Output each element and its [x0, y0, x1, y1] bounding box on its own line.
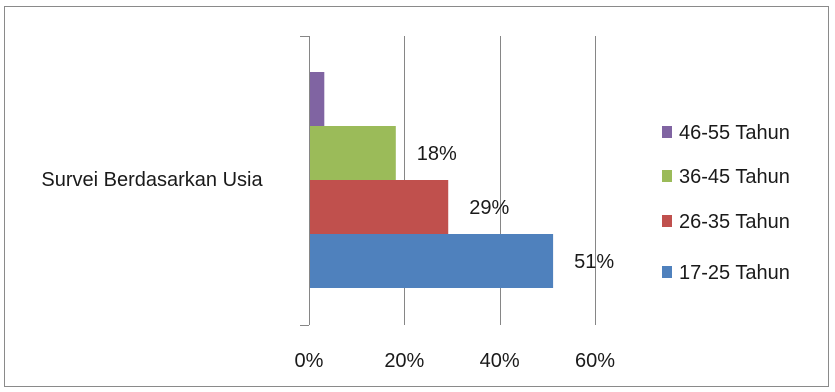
- bars: [310, 72, 554, 288]
- legend-swatch: [662, 266, 672, 278]
- bar-17-25-tahun: [310, 234, 554, 288]
- bar-36-45-tahun: [310, 126, 396, 180]
- category-label: Survei Berdasarkan Usia: [41, 169, 263, 191]
- legend-item: 17-25 Tahun: [662, 262, 790, 284]
- data-labels: 51% 29% 18%: [417, 143, 615, 273]
- legend-label: 36-45 Tahun: [679, 166, 790, 188]
- legend: 46-55 Tahun 36-45 Tahun 26-35 Tahun 17-25 T…: [662, 122, 790, 284]
- legend-item: 36-45 Tahun: [662, 166, 790, 188]
- legend-swatch: [662, 170, 672, 182]
- legend-swatch: [662, 126, 672, 138]
- legend-item: 26-35 Tahun: [662, 211, 790, 233]
- legend-label: 26-35 Tahun: [679, 211, 790, 233]
- legend-item: 46-55 Tahun: [662, 122, 790, 144]
- x-tick-label: 60%: [575, 350, 615, 372]
- bar-26-35-tahun: [310, 180, 449, 234]
- x-tick-labels: 0% 20% 40% 60%: [295, 350, 616, 372]
- data-label: 18%: [417, 143, 457, 165]
- legend-label: 46-55 Tahun: [679, 122, 790, 144]
- data-label: 29%: [469, 197, 509, 219]
- bar-46-55-tahun: [310, 72, 325, 126]
- data-label: 51%: [574, 251, 614, 273]
- x-tick-label: 40%: [480, 350, 520, 372]
- axes: [300, 36, 310, 326]
- legend-swatch: [662, 215, 672, 227]
- x-tick-label: 0%: [295, 350, 324, 372]
- x-tick-label: 20%: [384, 350, 424, 372]
- legend-label: 17-25 Tahun: [679, 262, 790, 284]
